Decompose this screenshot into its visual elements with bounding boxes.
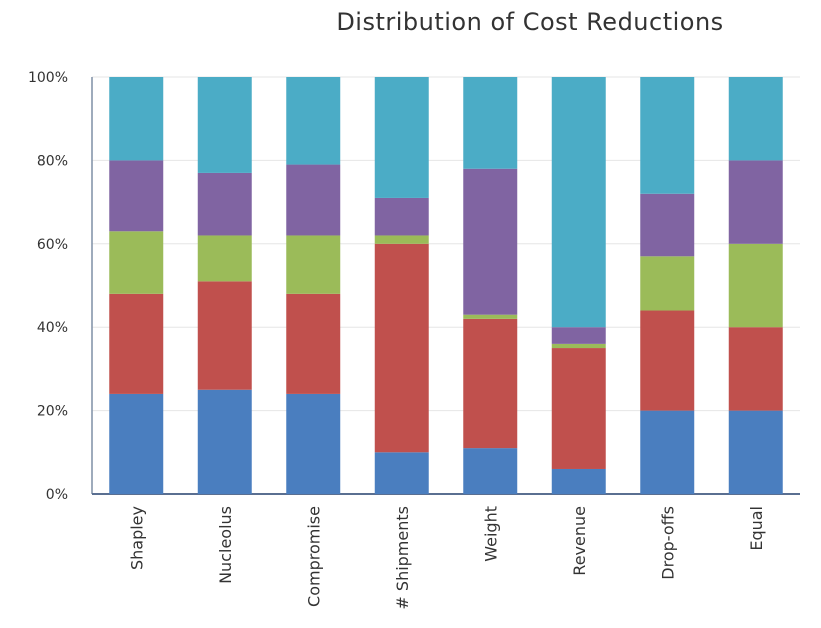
bar-segment	[197, 172, 252, 236]
y-tick-label: 100%	[28, 70, 68, 86]
bar-segment	[109, 393, 164, 494]
x-tick-label: Compromise	[304, 506, 323, 607]
bar-segment	[109, 77, 164, 161]
bar-segment	[463, 318, 518, 449]
bar-segment	[286, 164, 341, 236]
bar-segment	[640, 193, 695, 257]
bar-segment	[728, 243, 783, 328]
bar-segment	[197, 281, 252, 390]
y-tick-label: 20%	[37, 404, 68, 420]
x-tick-label: # Shipments	[393, 506, 412, 610]
bar-segment	[109, 293, 164, 394]
bar-segment	[728, 410, 783, 494]
y-tick-label: 0%	[46, 487, 68, 503]
bar-segment	[640, 310, 695, 411]
bar-segment	[463, 448, 518, 494]
x-tick-label: Weight	[481, 506, 500, 562]
bar-segment	[551, 343, 606, 349]
bar-segment	[551, 77, 606, 328]
bar-segment	[286, 77, 341, 165]
chart-title: Distribution of Cost Reductions	[336, 8, 724, 36]
bar-segment	[374, 235, 429, 244]
bar-segment	[728, 327, 783, 411]
x-tick-label: Drop-offs	[658, 506, 677, 580]
bar-segment	[728, 160, 783, 244]
bar-segment	[640, 77, 695, 194]
bar-segment	[728, 77, 783, 161]
y-tick-label: 40%	[37, 320, 68, 336]
x-tick-label: Nucleolus	[216, 506, 235, 584]
bar-segment	[463, 314, 518, 319]
y-tick-label: 60%	[37, 237, 68, 253]
bar-segment	[197, 77, 252, 173]
bar-segment	[640, 256, 695, 311]
x-tick-label: Equal	[747, 506, 766, 551]
x-tick-label: Shapley	[127, 506, 146, 570]
bar-segment	[551, 468, 606, 494]
x-tick-label: Revenue	[570, 506, 589, 576]
bar-segment	[109, 160, 164, 232]
bar-segment	[286, 235, 341, 294]
bar-segment	[374, 243, 429, 453]
bar-segment	[197, 235, 252, 282]
bar-segment	[286, 393, 341, 494]
bar-segment	[109, 231, 164, 294]
bar-segment	[197, 389, 252, 494]
bar-segment	[463, 77, 518, 169]
bar-segment	[640, 410, 695, 494]
y-tick-label: 80%	[37, 153, 68, 169]
bar-segment	[374, 77, 429, 198]
bar-segment	[374, 452, 429, 494]
bar-segment	[463, 168, 518, 315]
bar-segment	[286, 293, 341, 394]
bar-segment	[374, 197, 429, 236]
bar-segment	[551, 327, 606, 344]
bar-segment	[551, 348, 606, 469]
